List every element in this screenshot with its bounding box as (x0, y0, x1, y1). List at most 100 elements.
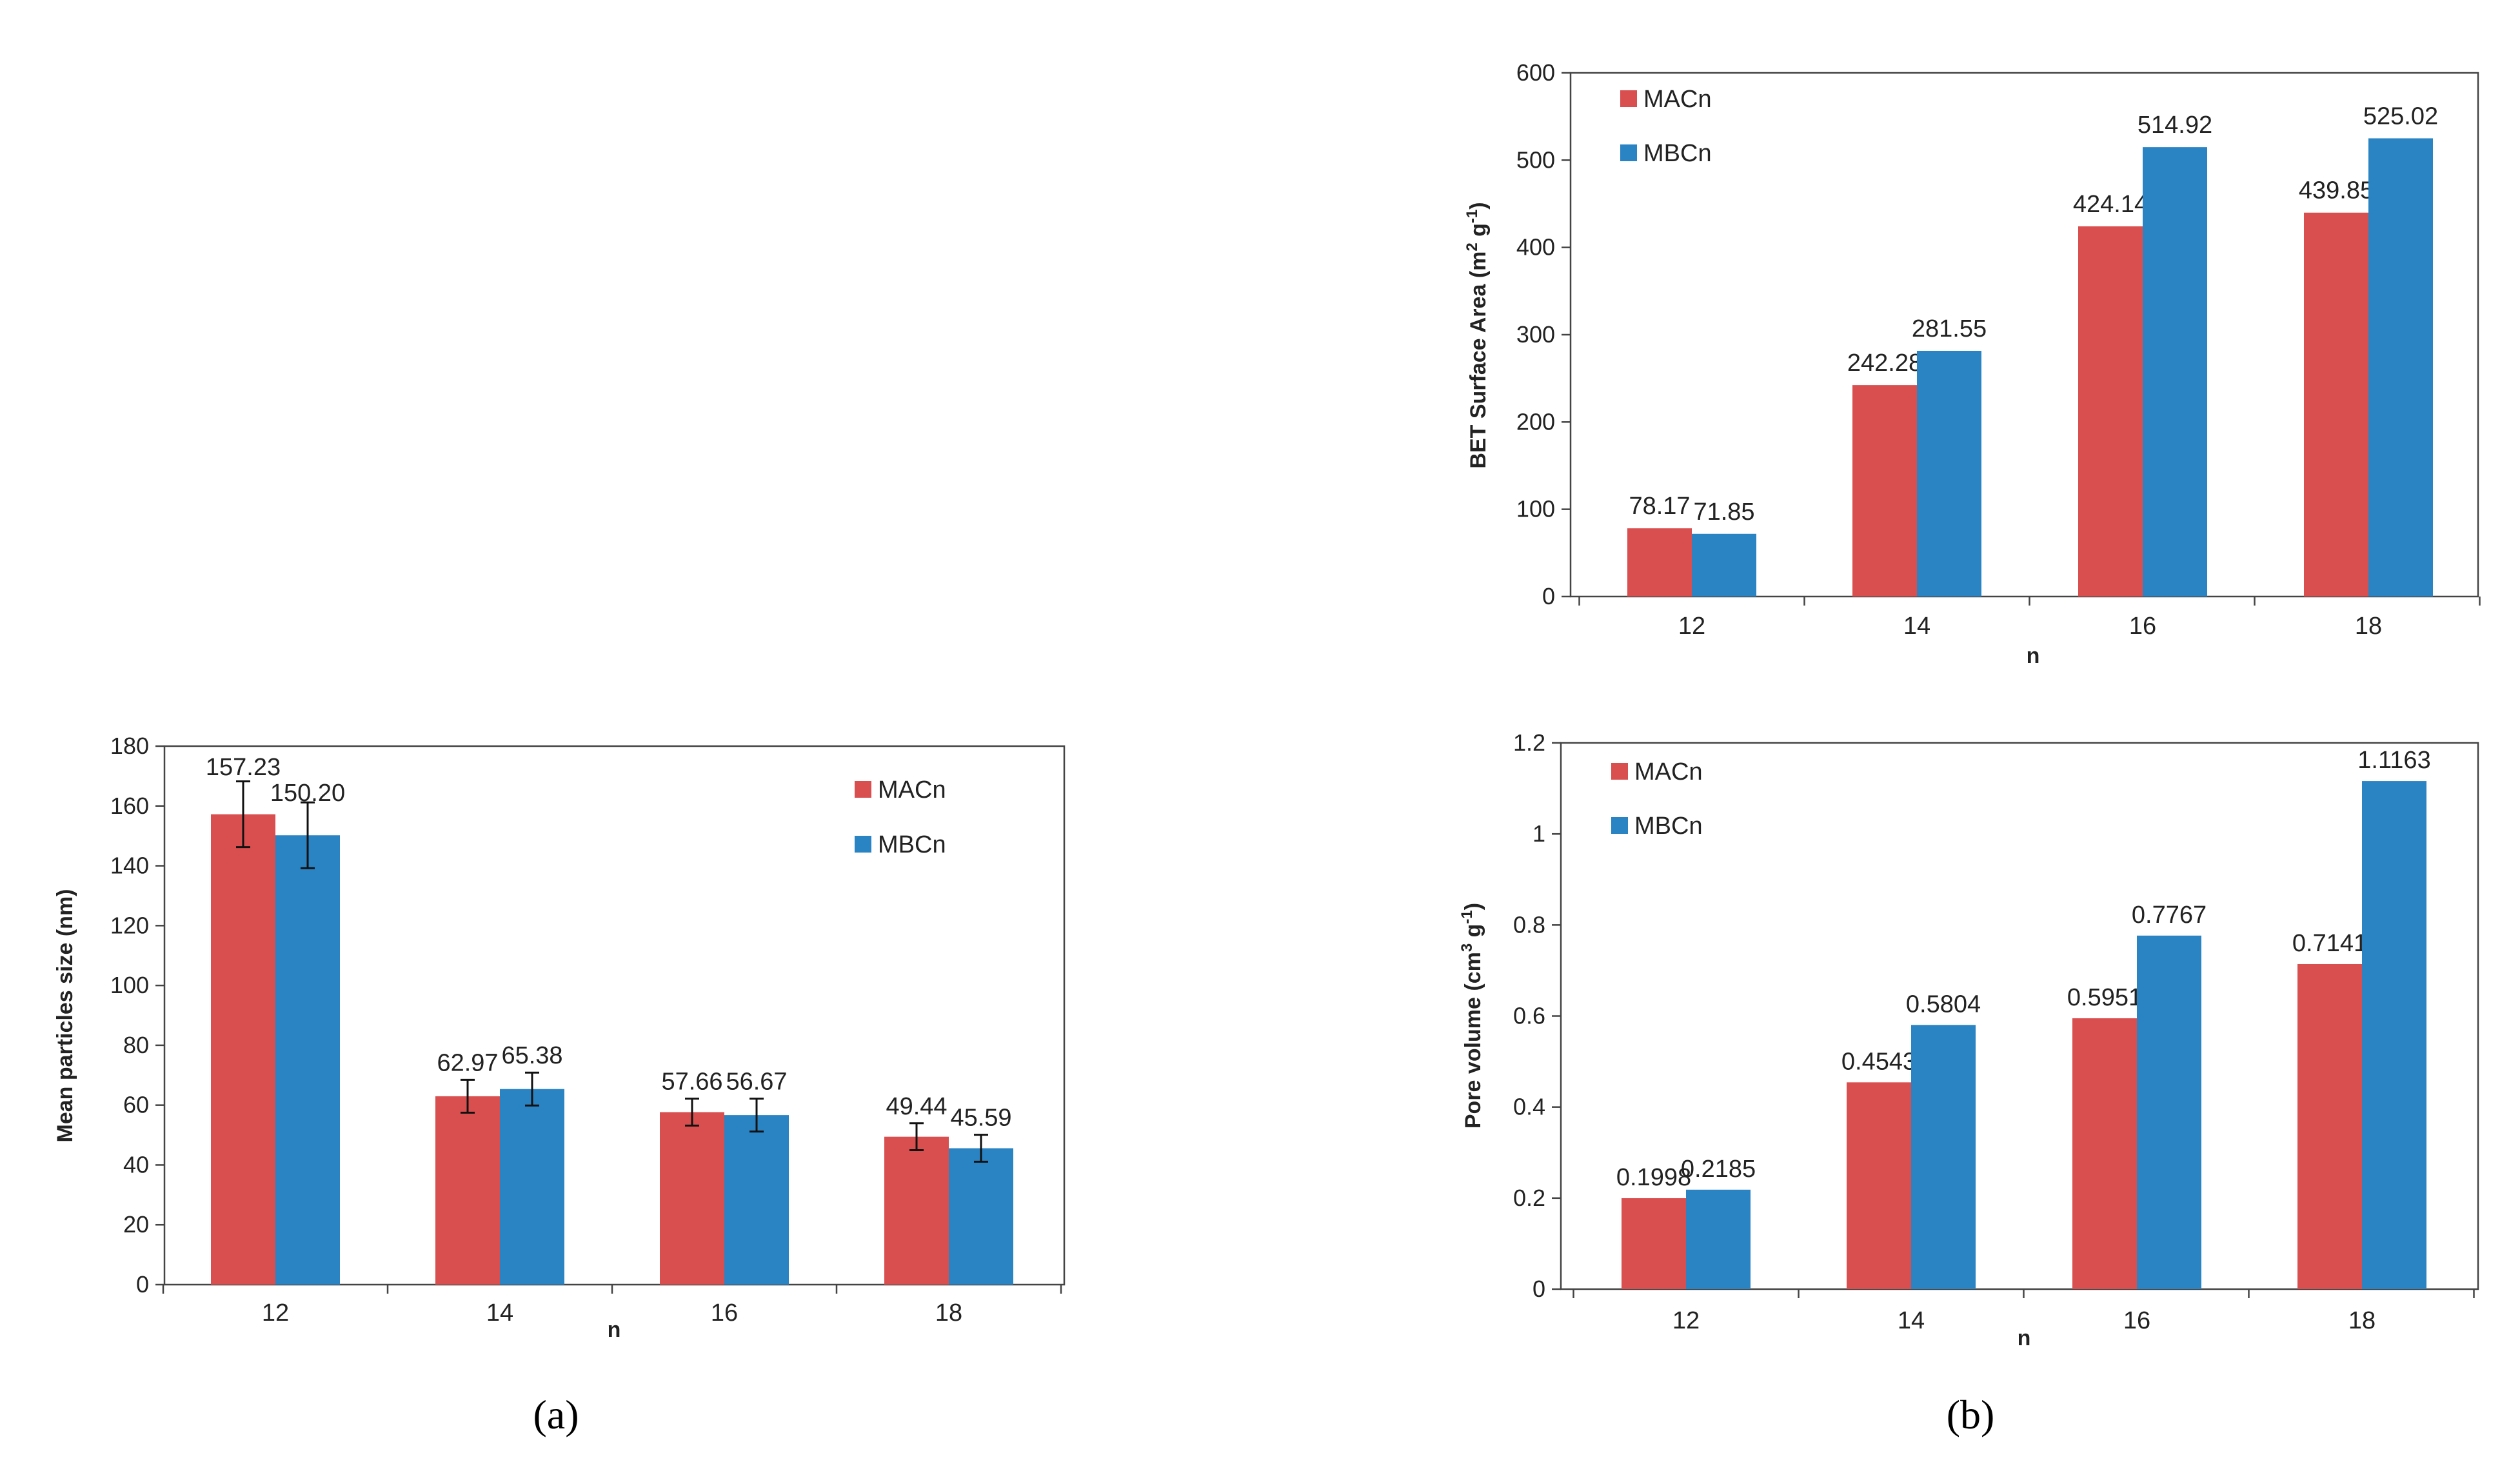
data-label: 78.17 (1629, 493, 1690, 520)
x-tick-label: 14 (486, 1299, 513, 1327)
y-tick-label: 0.2 (1513, 1185, 1545, 1211)
y-tick-label: 60 (123, 1092, 149, 1118)
data-label: 525.02 (2363, 103, 2438, 130)
legend-swatch-macn (855, 781, 871, 798)
legend-label-macn: MACn (1634, 758, 1703, 785)
x-axis-label: n (2027, 644, 2040, 668)
bar-macn (1852, 385, 1917, 597)
y-tick-label: 80 (123, 1032, 149, 1058)
data-label: 0.1998 (1616, 1164, 1691, 1191)
x-tick-label: 14 (1898, 1307, 1925, 1334)
y-tick-label: 0.8 (1513, 911, 1545, 938)
caption-b: (b) (1947, 1392, 1995, 1437)
legend-swatch-macn (1620, 90, 1637, 107)
bar-macn (211, 814, 275, 1285)
y-axis-label-part: g (1461, 924, 1485, 943)
legend-label-macn: MACn (878, 776, 946, 804)
data-label: 439.85 (2299, 177, 2374, 204)
y-axis-label: Pore volume (cm3 g-1) (1458, 903, 1486, 1129)
bar-macn (2304, 212, 2368, 597)
bar-mbcn (1686, 1189, 1751, 1289)
y-tick-label: 120 (110, 912, 149, 938)
y-tick-label: 1.2 (1513, 729, 1545, 756)
x-tick-label: 12 (1678, 613, 1705, 640)
x-tick-label: 16 (711, 1299, 738, 1327)
y-axis-label: Mean particles size (nm) (53, 889, 77, 1142)
x-tick-label: 18 (935, 1299, 962, 1327)
chart-pore-volume: 0 0.2 0.4 0.6 0.8 1 1.2 12 14 16 18 0.1998 0.4543 0.5… (1458, 729, 2479, 1350)
y-tick-label: 1 (1533, 820, 1545, 847)
y-tick-label: 0 (1542, 583, 1555, 609)
data-label: 65.38 (501, 1042, 562, 1069)
bar-macn (1627, 528, 1692, 597)
bar-macn (2072, 1018, 2137, 1289)
bar-mbcn (275, 835, 340, 1285)
data-label: 157.23 (206, 754, 281, 781)
y-axis-label-part: -1 (1463, 210, 1481, 223)
y-tick-label: 400 (1516, 234, 1555, 261)
legend-swatch-mbcn (1611, 817, 1628, 834)
x-tick-label: 18 (2355, 613, 2382, 640)
bar-mbcn (949, 1148, 1013, 1285)
bar-mbcn (724, 1115, 789, 1285)
legend-swatch-macn (1611, 763, 1628, 780)
bar-mbcn (2143, 147, 2207, 597)
data-label: 0.5804 (1906, 991, 1981, 1018)
bar-macn (2078, 226, 2143, 597)
legend-swatch-mbcn (855, 836, 871, 853)
y-axis-label: BET Surface Area (m2 g-1) (1463, 202, 1491, 468)
x-tick-label: 16 (2123, 1307, 2150, 1334)
bar-mbcn (1692, 533, 1756, 597)
data-label: 514.92 (2138, 112, 2212, 139)
bar-macn (435, 1096, 500, 1285)
y-tick-label: 0.6 (1513, 1003, 1545, 1029)
y-tick-label: 0 (136, 1271, 149, 1298)
y-tick-label: 500 (1516, 146, 1555, 173)
y-axis-label-part: Pore volume (cm (1461, 952, 1485, 1129)
y-tick-label: 300 (1516, 321, 1555, 348)
x-tick-label: 16 (2129, 613, 2156, 640)
bar-macn (884, 1136, 949, 1285)
y-axis-label-part: BET Surface Area (m (1466, 252, 1491, 469)
bar-macn (660, 1112, 724, 1285)
bar-mbcn (2137, 935, 2201, 1289)
y-axis-label-part: g (1466, 223, 1491, 242)
legend-swatch-mbcn (1620, 144, 1637, 161)
bar-mbcn (2368, 138, 2433, 597)
bar-macn (1847, 1082, 1911, 1289)
data-label: 424.14 (2073, 191, 2148, 218)
data-label: 49.44 (886, 1093, 947, 1120)
y-tick-label: 140 (110, 853, 149, 879)
x-tick-label: 18 (2348, 1307, 2376, 1334)
data-label: 0.7141 (2292, 930, 2367, 957)
data-label: 0.2185 (1681, 1156, 1756, 1183)
y-tick-label: 20 (123, 1211, 149, 1238)
x-tick-label: 14 (1903, 613, 1930, 640)
x-axis-label: n (2018, 1326, 2031, 1350)
y-axis-label-part: 3 (1458, 943, 1476, 952)
data-label: 150.20 (270, 780, 345, 807)
y-tick-label: 180 (110, 733, 149, 759)
data-label: 57.66 (661, 1069, 722, 1096)
plot-frame (163, 745, 1066, 1286)
y-tick-label: 40 (123, 1151, 149, 1178)
legend-label-macn: MACn (1643, 86, 1712, 113)
y-axis-label-part: ) (1466, 202, 1491, 209)
x-tick-label: 12 (1672, 1307, 1700, 1334)
bar-macn (2297, 963, 2362, 1289)
y-tick-label: 200 (1516, 408, 1555, 435)
x-tick-label: 12 (262, 1299, 289, 1327)
data-label: 0.7767 (2132, 902, 2207, 929)
legend-label-mbcn: MBCn (878, 831, 946, 858)
y-axis-label-part: 2 (1463, 242, 1481, 251)
chart-mean-particle-size: 0 20 40 60 80 100 120 140 160 180 12 14 16 18 157.23 62… (53, 733, 1066, 1342)
y-axis-label-part: ) (1461, 903, 1485, 910)
bar-mbcn (1911, 1025, 1976, 1289)
bar-macn (1622, 1198, 1686, 1289)
chart-bet-surface-area: 0 100 200 300 400 500 600 12 14 16 18 78.17 242.28 42… (1463, 59, 2481, 668)
bar-mbcn (500, 1089, 564, 1285)
data-label: 0.5951 (2067, 984, 2142, 1011)
data-label: 45.59 (950, 1105, 1011, 1132)
data-label: 71.85 (1693, 499, 1754, 526)
caption-a: (a) (533, 1392, 579, 1437)
